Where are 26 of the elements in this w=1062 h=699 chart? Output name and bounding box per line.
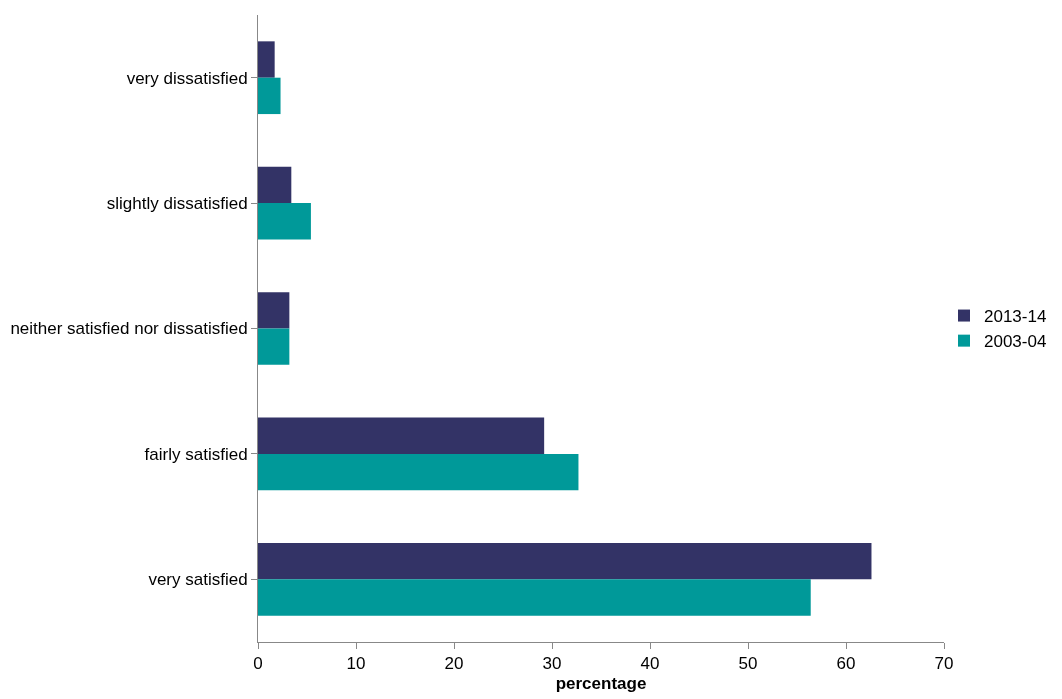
x-axis-title: percentage — [555, 673, 647, 693]
x-tick-label: 30 — [542, 654, 562, 674]
legend-label: 2013-14 — [984, 307, 1047, 327]
x-tick-label: 0 — [253, 654, 263, 674]
bar — [258, 417, 545, 454]
x-tick-label: 10 — [346, 654, 366, 674]
x-tick-label: 60 — [836, 654, 856, 674]
x-tick-label: 20 — [444, 654, 464, 674]
y-tick-label: slightly dissatisfied — [106, 194, 248, 214]
y-tick-label: very dissatisfied — [126, 68, 248, 88]
x-tick-label: 70 — [934, 654, 954, 674]
bar — [258, 453, 579, 491]
bar — [258, 166, 292, 204]
bar — [258, 292, 290, 329]
bar — [258, 41, 275, 78]
x-tick-label: 50 — [738, 654, 758, 674]
legend-label: 2003-04 — [984, 332, 1047, 352]
bar — [258, 203, 311, 240]
x-tick-label: 40 — [640, 654, 660, 674]
bar — [258, 579, 811, 616]
y-tick-label: neither satisfied nor dissatisfied — [10, 319, 248, 339]
y-tick-label: fairly satisfied — [144, 444, 248, 464]
bar — [258, 328, 290, 365]
bar — [258, 542, 872, 580]
bar — [258, 77, 281, 115]
y-tick-label: very satisfied — [148, 570, 248, 590]
